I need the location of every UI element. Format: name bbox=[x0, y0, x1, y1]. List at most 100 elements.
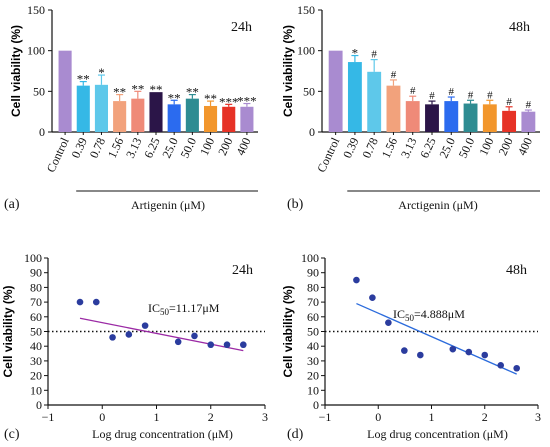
x-tick-label: 6.25 bbox=[417, 135, 439, 160]
data-point bbox=[191, 332, 198, 340]
bar bbox=[58, 50, 72, 132]
x-tick-label: 0.78 bbox=[359, 135, 381, 160]
panel-label: (c) bbox=[4, 427, 20, 442]
x-tick-label: 200 bbox=[496, 135, 516, 157]
bar bbox=[444, 101, 459, 132]
x-axis-label: Artigenin (μM) bbox=[131, 198, 205, 212]
x-tick-label: 100 bbox=[197, 135, 217, 157]
fit-line bbox=[356, 302, 517, 375]
significance-label: ** bbox=[168, 90, 181, 105]
significance-label: ** bbox=[113, 85, 126, 100]
x-tick-label: 0.39 bbox=[340, 135, 362, 160]
x-tick-label: −1 bbox=[319, 410, 332, 424]
y-axis-label: Cell viability (%) bbox=[1, 285, 15, 377]
data-point bbox=[223, 341, 231, 349]
significance-label: ** bbox=[150, 82, 163, 97]
significance-label: # bbox=[410, 85, 416, 97]
time-label: 48h bbox=[509, 20, 530, 35]
y-axis-label: Cell viability (%) bbox=[9, 25, 23, 117]
data-point bbox=[207, 341, 215, 349]
x-tick-label: 100 bbox=[476, 135, 496, 157]
x-axis-label: Log drug concentration (μM) bbox=[367, 427, 508, 441]
significance-label: ** bbox=[204, 91, 217, 106]
y-tick-label: 80 bbox=[30, 280, 42, 294]
x-tick-label: 50.0 bbox=[456, 135, 478, 160]
panel-label: (b) bbox=[287, 197, 304, 212]
x-tick-label: 1 bbox=[154, 410, 160, 424]
y-tick-label: 50 bbox=[307, 325, 319, 339]
y-tick-label: 50 bbox=[303, 84, 315, 98]
y-tick-label: 80 bbox=[307, 280, 319, 294]
significance-label: ** bbox=[77, 72, 90, 87]
y-tick-label: 100 bbox=[27, 44, 45, 58]
fit-line bbox=[79, 317, 244, 352]
ic50-annotation: IC50=11.17μM bbox=[148, 301, 220, 317]
bar bbox=[347, 62, 362, 133]
significance-label: ** bbox=[186, 85, 199, 100]
x-tick-label: 0 bbox=[99, 410, 105, 424]
significance-label: *** bbox=[219, 94, 239, 109]
bar bbox=[185, 98, 199, 132]
significance-label: * bbox=[98, 65, 105, 80]
x-tick-label: Control bbox=[314, 135, 342, 175]
y-tick-label: 90 bbox=[30, 266, 42, 280]
data-point bbox=[92, 298, 100, 306]
bar bbox=[482, 104, 497, 132]
y-tick-label: 0 bbox=[36, 398, 42, 412]
significance-label: # bbox=[526, 99, 532, 111]
data-point bbox=[385, 319, 392, 326]
significance-label: # bbox=[371, 49, 377, 61]
y-tick-label: 10 bbox=[30, 383, 42, 397]
bar bbox=[367, 71, 382, 132]
x-tick-label: 25.0 bbox=[436, 135, 458, 160]
data-point bbox=[497, 362, 505, 369]
y-axis-label: Cell viability (%) bbox=[281, 25, 295, 117]
data-point bbox=[465, 348, 473, 356]
y-tick-label: 0 bbox=[309, 125, 315, 139]
bar bbox=[222, 106, 236, 132]
bar bbox=[240, 106, 254, 132]
y-tick-label: 150 bbox=[27, 3, 45, 17]
x-axis-label: Arctigenin (μM) bbox=[398, 198, 477, 212]
y-tick-label: 30 bbox=[307, 354, 319, 368]
y-tick-label: 150 bbox=[297, 3, 315, 17]
significance-label: * bbox=[352, 46, 359, 61]
x-tick-label: 0.39 bbox=[68, 135, 90, 160]
bar bbox=[76, 85, 90, 132]
data-point bbox=[174, 338, 182, 346]
y-tick-label: 10 bbox=[307, 383, 319, 397]
bar bbox=[131, 98, 145, 132]
bar bbox=[167, 104, 181, 132]
y-tick-label: 50 bbox=[30, 325, 42, 339]
y-tick-label: 30 bbox=[30, 354, 42, 368]
y-axis-label: Cell viability (%) bbox=[281, 285, 295, 377]
y-tick-label: 20 bbox=[30, 369, 42, 383]
bar bbox=[149, 92, 163, 132]
x-tick-label: 1.56 bbox=[105, 135, 127, 160]
data-point bbox=[417, 351, 424, 359]
bar bbox=[405, 101, 420, 132]
y-tick-label: 60 bbox=[307, 310, 319, 324]
significance-label: # bbox=[506, 96, 512, 108]
x-tick-label: 0.78 bbox=[87, 135, 109, 160]
panel-label: (d) bbox=[287, 427, 304, 442]
significance-label: # bbox=[487, 89, 493, 101]
bar bbox=[204, 105, 218, 132]
significance-label: # bbox=[391, 69, 397, 81]
data-point bbox=[125, 331, 133, 338]
data-point bbox=[481, 351, 489, 359]
y-tick-label: 40 bbox=[30, 339, 42, 353]
bar bbox=[425, 104, 439, 132]
x-tick-label: 2 bbox=[482, 410, 488, 424]
significance-label: # bbox=[468, 89, 474, 101]
data-point bbox=[240, 341, 247, 349]
y-tick-label: 100 bbox=[297, 44, 315, 58]
significance-label: # bbox=[429, 90, 435, 102]
data-point bbox=[369, 294, 376, 301]
x-tick-label: 2 bbox=[208, 410, 214, 424]
bar bbox=[502, 110, 517, 132]
time-label: 48h bbox=[506, 263, 527, 278]
ic50-annotation: IC50=4.888μM bbox=[393, 307, 465, 323]
